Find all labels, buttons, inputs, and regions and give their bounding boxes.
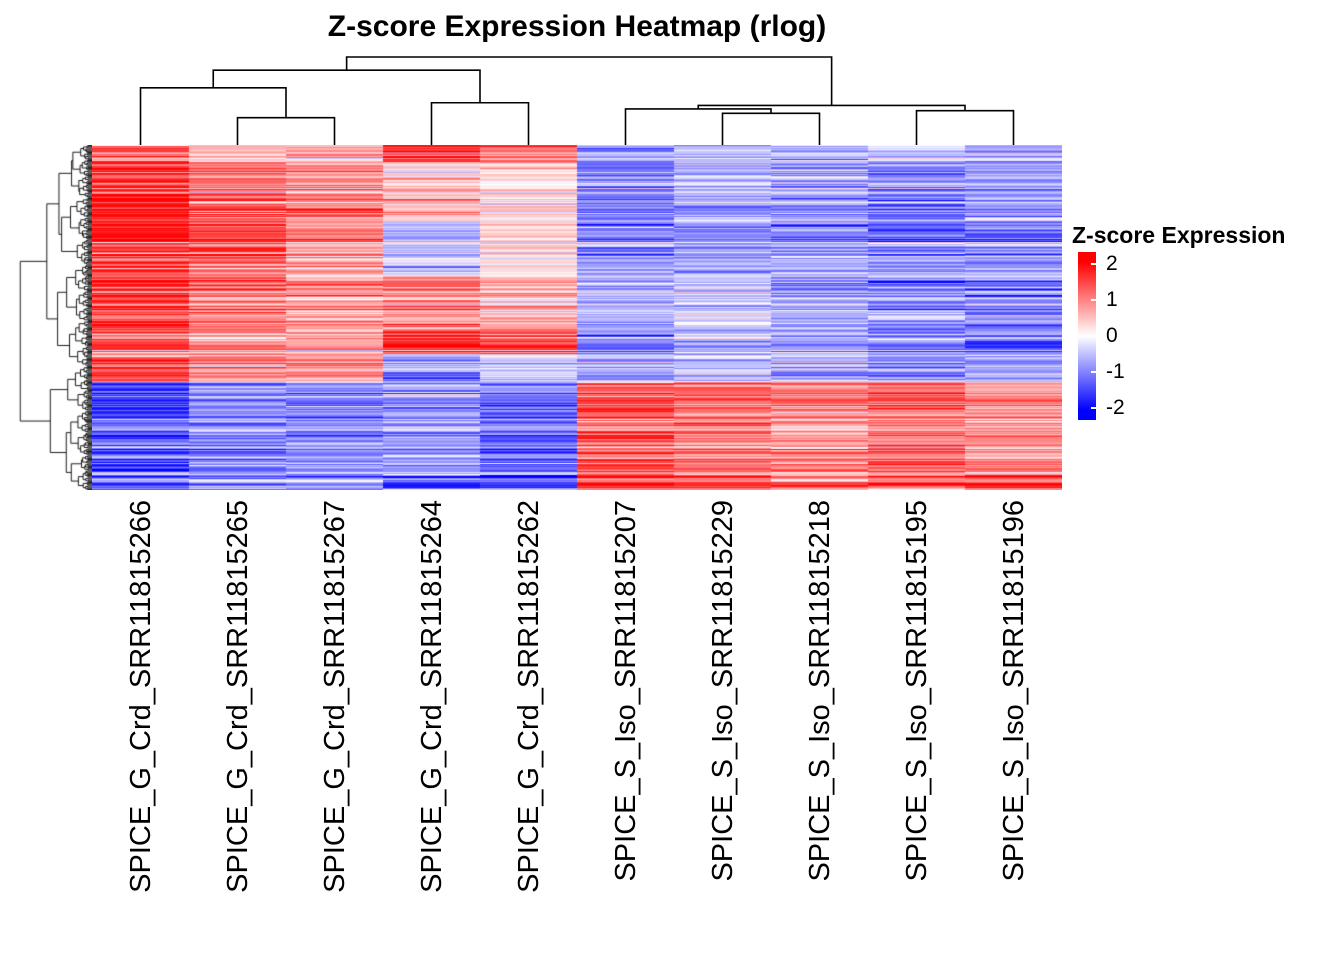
legend-tick-mark — [1091, 371, 1096, 374]
legend-title: Z-score Expression — [1072, 222, 1286, 248]
legend-tick-label: 0 — [1106, 324, 1118, 347]
col-label: SPICE_S_Iso_SRR11815195 — [900, 500, 933, 882]
legend-tick-label: -2 — [1106, 396, 1125, 420]
col-labels: SPICE_G_Crd_SRR11815266 SPICE_G_Crd_SRR11… — [92, 500, 1062, 945]
col-label: SPICE_S_Iso_SRR11815229 — [706, 500, 739, 882]
heatmap-canvas — [92, 145, 1062, 490]
legend-tick-mark — [1091, 407, 1096, 410]
legend-colorbar — [1078, 252, 1096, 420]
legend-tick-label: 2 — [1106, 251, 1118, 275]
legend-tick-label: 1 — [1106, 287, 1118, 311]
col-label: SPICE_S_Iso_SRR11815207 — [609, 500, 642, 882]
legend: Z-score Expression 2 1 0 -1 -2 — [1072, 222, 1342, 472]
col-label: SPICE_G_Crd_SRR11815265 — [221, 500, 254, 893]
col-label: SPICE_S_Iso_SRR11815218 — [803, 500, 836, 882]
legend-tick-mark — [1091, 298, 1096, 301]
legend-tick-label: -1 — [1106, 360, 1125, 384]
col-label: SPICE_G_Crd_SRR11815266 — [124, 500, 157, 893]
legend-tick-mark — [1091, 262, 1096, 265]
col-label: SPICE_G_Crd_SRR11815264 — [415, 500, 448, 893]
col-label: SPICE_G_Crd_SRR11815262 — [512, 500, 545, 893]
row-dendrogram — [8, 145, 92, 490]
col-label: SPICE_S_Iso_SRR11815196 — [997, 500, 1030, 882]
column-dendrogram — [139, 56, 1015, 145]
col-label: SPICE_G_Crd_SRR11815267 — [318, 500, 351, 893]
legend-tick-mark — [1091, 335, 1096, 337]
chart-title: Z-score Expression Heatmap (rlog) — [327, 10, 827, 43]
